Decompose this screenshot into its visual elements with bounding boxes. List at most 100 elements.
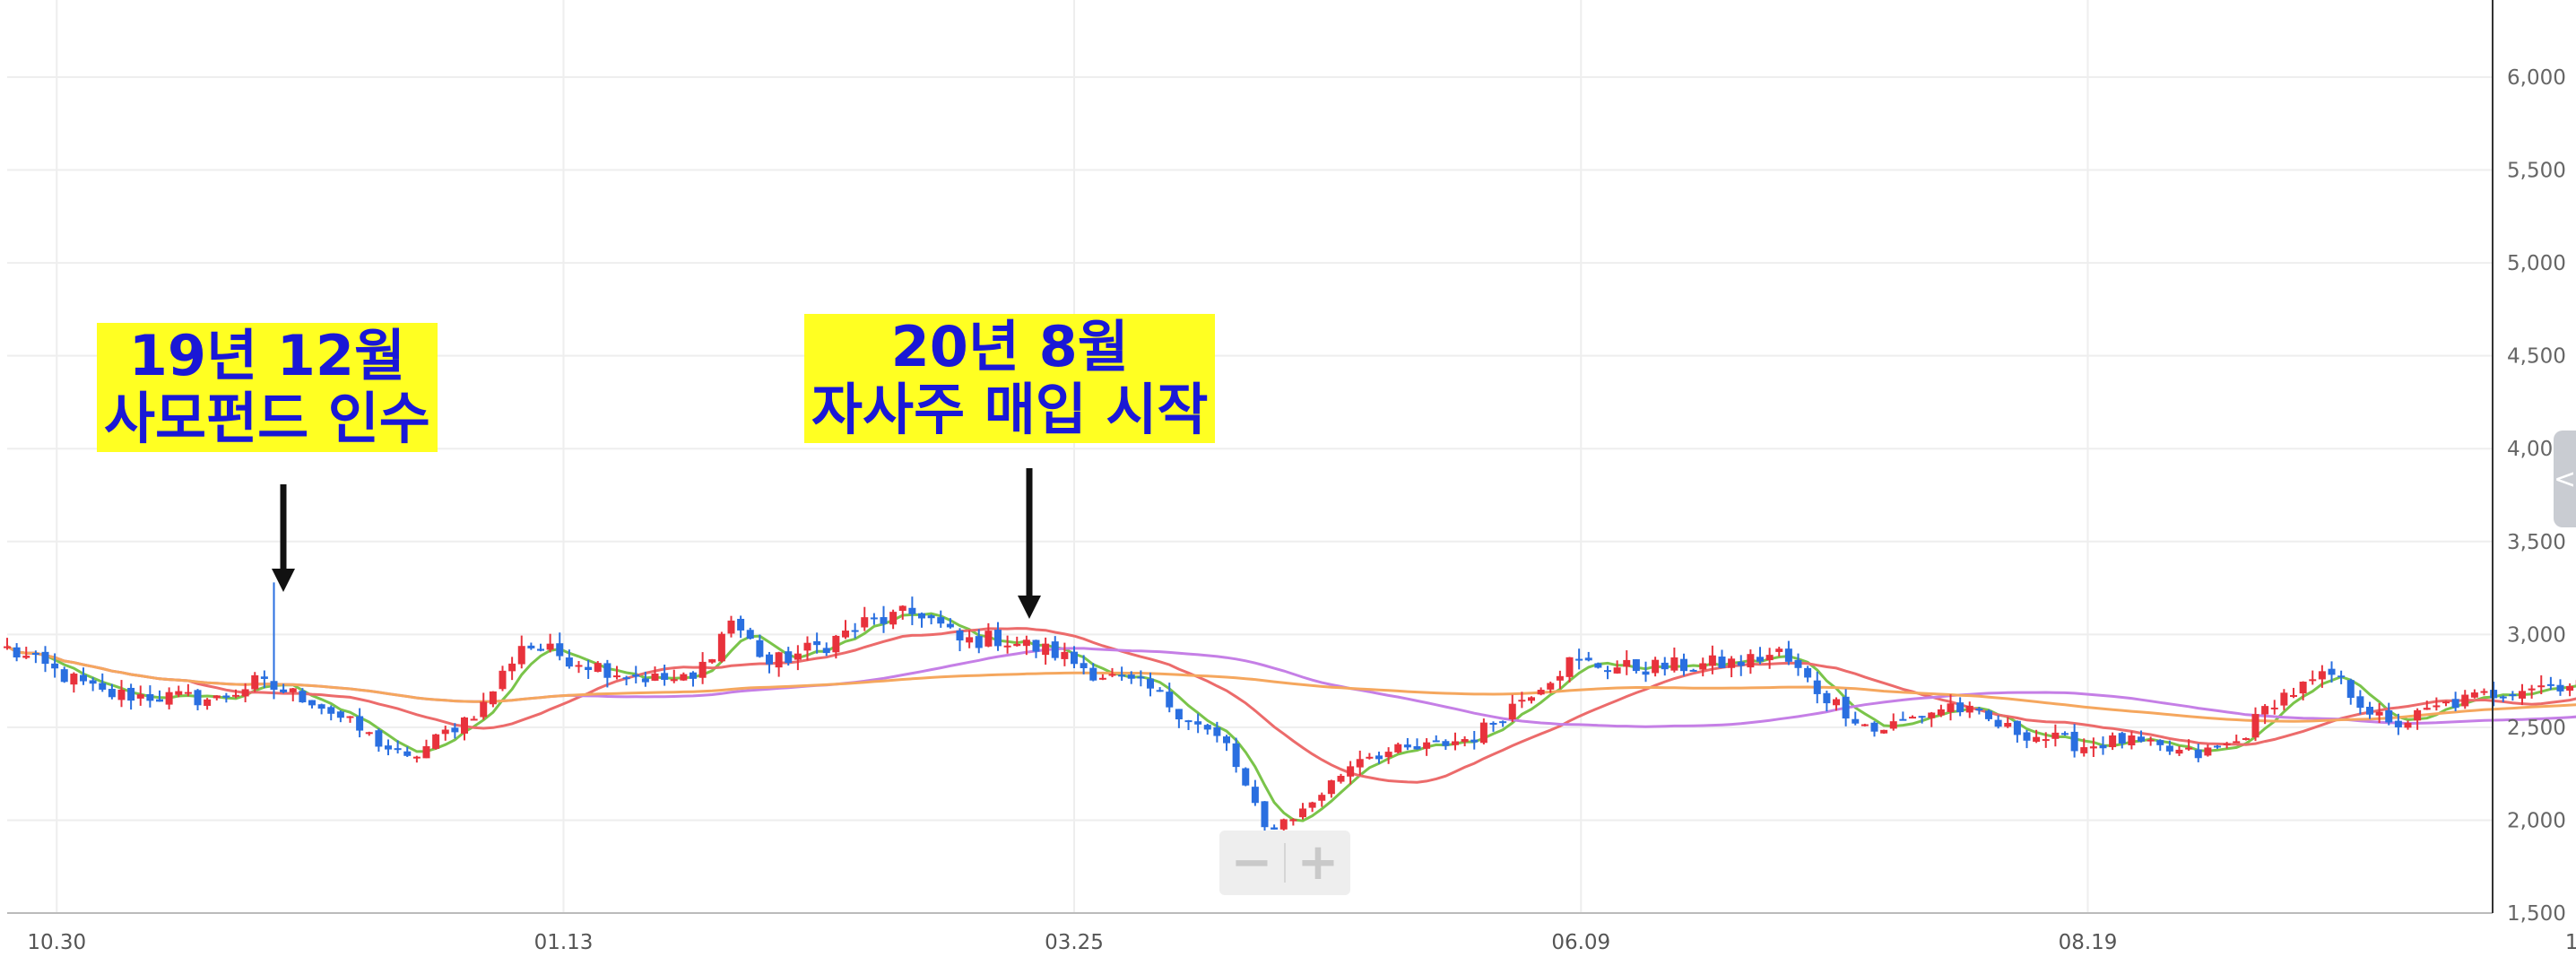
candle-body [1423,742,1431,749]
y-tick-label: 6,000 [2507,66,2566,90]
candle-body [184,692,192,694]
candle-body [31,653,39,656]
candle-body [889,612,898,625]
candle-body [1842,696,1850,719]
candle-body [80,674,87,682]
candle-body [2165,745,2173,752]
candle-body [432,734,440,749]
candle-body [2175,749,2183,754]
y-tick-label: 1,500 [2507,902,2566,926]
candle-body [1928,712,1936,718]
candle-body [1852,718,1860,724]
candle-body [1098,677,1106,680]
candle-body [1784,648,1792,662]
candle-body [194,690,202,706]
candle-body [746,630,754,639]
arrow-head [1018,596,1041,619]
zoom-divider [1284,843,1286,883]
candle-body [2138,736,2145,742]
candle-body [2051,732,2060,739]
candle-body [1765,655,1774,661]
candle-body [2423,708,2431,710]
candle-body [22,656,30,658]
candle-body [1575,658,1583,661]
candle-body [2433,705,2441,708]
zoom-out-button[interactable]: − [1230,833,1273,892]
annotation-2-line1: 20년 8월 [890,314,1129,379]
candle-body [451,727,459,733]
candle-body [2214,745,2221,748]
candle-body [70,674,78,685]
candle-body [813,640,821,646]
candle-body [2080,747,2088,753]
candle-body [2470,692,2478,698]
candle-body [2385,709,2393,723]
candle-body [356,716,364,731]
candle-body [1689,669,1697,672]
candle-body [2546,683,2554,686]
candle-body [13,647,21,657]
candle-body [956,630,964,641]
candle-body [2156,740,2164,745]
candle-body [204,699,212,706]
candle-body [375,730,383,747]
candle-body [2375,711,2383,716]
candle-body [136,694,144,699]
candle-body [2337,675,2346,678]
y-tick-label: 5,500 [2507,160,2566,183]
candle-body [2033,736,2041,743]
candle-body [2118,733,2126,744]
candle-body [60,669,68,683]
candle-body [1271,827,1279,830]
annotation-2-line2: 자사주 매입 시작 [811,377,1209,442]
candle-body [613,675,620,678]
grid-lines [7,0,2493,914]
candle-body [1413,745,1421,750]
side-panel-toggle[interactable]: < [2554,431,2576,527]
candle-body [222,695,230,698]
candle-body [2194,749,2202,759]
candle-body [1756,657,1764,662]
candle-body [1899,718,1907,721]
candle-body [575,665,583,667]
candle-body [1318,795,1326,801]
x-tick-label: 06.09 [1551,931,1610,954]
candle-body [1642,671,1650,675]
candle-body [2346,680,2355,699]
candle-body [794,653,802,660]
candle-body [2061,733,2069,735]
candle-body [4,646,11,648]
candle-body [2499,696,2507,699]
candle-body [717,633,725,662]
candle-body [51,663,59,669]
candle-body [2233,741,2241,744]
candle-body [2318,671,2326,680]
candle-body [270,681,278,690]
candle-body [99,683,107,690]
candle-body [2328,668,2336,675]
candle-body [89,680,97,684]
candle-body [1652,659,1660,674]
candle-body [2519,691,2526,699]
candle-body [1718,657,1726,668]
candle-body [1699,663,1707,670]
candle-body [1366,756,1374,759]
candle-body [2204,747,2212,756]
candle-body [565,657,573,667]
candle-body [1394,744,1402,753]
candle-body [1937,709,1945,716]
candle-body [918,613,925,619]
candle-body [1594,663,1602,668]
annotation-1-line2: 사모펀드 인수 [104,386,430,451]
candle-body [1737,661,1745,666]
candle-body [1232,743,1240,768]
candle-body [1194,721,1202,725]
candle-body [870,617,878,620]
candle-body [842,631,849,638]
zoom-in-button[interactable]: + [1297,833,1340,892]
candle-body [822,648,830,654]
candle-body [1108,674,1116,676]
candle-body [680,674,688,681]
candle-body [1528,697,1535,701]
candle-body [546,643,554,650]
